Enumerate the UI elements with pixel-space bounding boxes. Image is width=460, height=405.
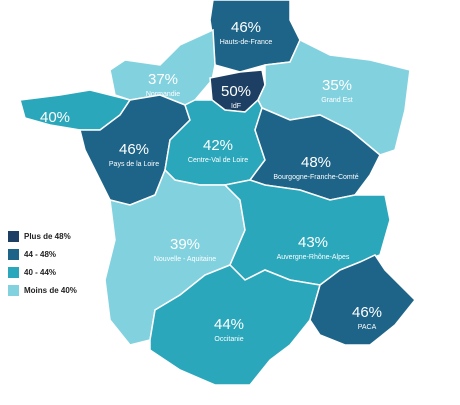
region-name: Nouvelle - Aquitaine (154, 256, 216, 263)
region-name: Centre-Val de Loire (188, 157, 248, 164)
region-value: 46% (352, 304, 382, 321)
legend-label: Moins de 40% (24, 286, 77, 295)
region-value: 46% (231, 19, 261, 36)
region-value: 48% (301, 154, 331, 171)
region-name: Hauts-de-France (220, 39, 273, 46)
region-name: Normandie (146, 91, 180, 98)
region-value: 43% (298, 234, 328, 251)
region-name: Occitanie (214, 336, 243, 343)
legend-label: Plus de 48% (24, 232, 71, 241)
legend-label: 44 - 48% (24, 250, 56, 259)
region-name: PACA (358, 324, 377, 331)
legend-label: 40 - 44% (24, 268, 56, 277)
legend-swatch (8, 249, 19, 260)
region (209, 0, 301, 73)
legend-swatch (8, 285, 19, 296)
region-value: 40% (40, 109, 70, 126)
region-value: 42% (203, 137, 233, 154)
region (309, 254, 417, 346)
legend-swatch (8, 231, 19, 242)
region-value: 50% (221, 83, 251, 100)
region-value: 39% (170, 236, 200, 253)
region-value: 37% (148, 71, 178, 88)
region-value: 35% (322, 77, 352, 94)
region-name: IdF (231, 103, 241, 110)
region-name: Pays de la Loire (109, 161, 159, 168)
legend-swatch (8, 267, 19, 278)
region-name: Auvergne-Rhône-Alpes (277, 254, 350, 261)
region-name: Grand Est (321, 97, 353, 104)
region-value: 44% (214, 316, 244, 333)
region-name: Bourgogne-Franche-Comté (273, 174, 358, 181)
region-name: Bretagne (41, 129, 70, 136)
region-value: 46% (119, 141, 149, 158)
